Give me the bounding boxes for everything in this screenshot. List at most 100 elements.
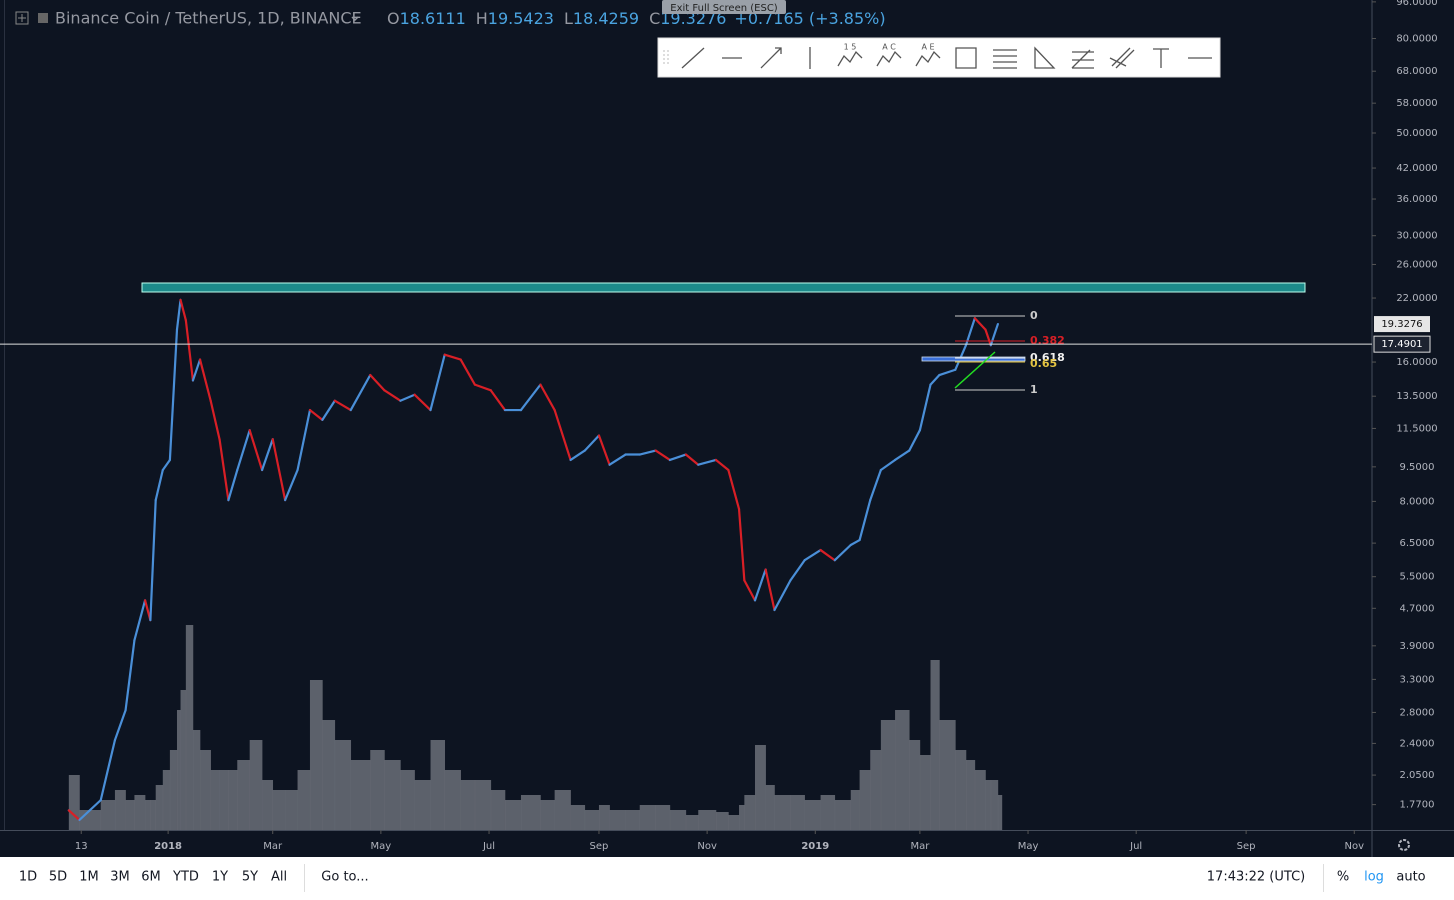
volume-bar (850, 790, 860, 830)
x-tick-label: Sep (590, 841, 609, 852)
volume-bar (169, 750, 178, 830)
crosshair-label: 17.4901 (1381, 339, 1422, 350)
volume-bar (655, 805, 671, 830)
volume-bar (870, 750, 882, 830)
volume-bar (350, 760, 371, 830)
price-segment (714, 458, 730, 472)
price-segment (727, 468, 741, 511)
range-button[interactable]: 1Y (212, 870, 228, 885)
last-price-label: 19.3276 (1381, 319, 1422, 330)
range-button[interactable]: All (271, 870, 287, 885)
ohlc-value: 18.6111 (400, 9, 466, 28)
volume-bar (990, 780, 999, 830)
y-tick-label: 30.0000 (1396, 231, 1437, 242)
layout-icon[interactable] (15, 11, 29, 25)
volume-bar (228, 770, 238, 830)
price-segment (553, 408, 572, 462)
dropdown-arrow[interactable] (351, 16, 359, 22)
ohlc-label: H (476, 9, 488, 28)
y-tick-label: 11.5000 (1396, 423, 1437, 434)
range-button[interactable]: 5Y (242, 870, 258, 885)
price-segment (973, 317, 987, 331)
tooltip[interactable]: Exit Full Screen (ESC) (670, 3, 778, 14)
price-segment (349, 373, 372, 412)
fib-box (921, 356, 1026, 362)
price-segment (519, 383, 542, 412)
range-button[interactable]: 1M (79, 870, 99, 885)
price-segment (753, 568, 767, 602)
price-segment (443, 353, 462, 361)
tool-icon[interactable] (955, 47, 977, 69)
volume-bar (219, 770, 229, 830)
tool-icon[interactable] (681, 47, 705, 69)
price-segment (989, 322, 999, 347)
x-tick-label: Jul (482, 841, 495, 852)
price-segment (413, 393, 432, 412)
volume-bar (490, 790, 506, 830)
volume-bar (584, 810, 600, 830)
y-tick-label: 58.0000 (1396, 98, 1437, 109)
price-segment (583, 434, 601, 452)
price-segment (984, 328, 992, 347)
tool-icon[interactable] (837, 50, 863, 67)
symbol-title[interactable]: Binance Coin / TetherUS, 1D, BINANCE (55, 9, 362, 28)
goto-button[interactable]: Go to... (321, 870, 368, 885)
x-tick-label: 13 (75, 841, 88, 852)
fib-label: 0 (1030, 309, 1038, 322)
range-button[interactable]: 5D (49, 870, 67, 885)
price-segment (99, 738, 117, 802)
price-segment (260, 438, 274, 472)
y-tick-label: 36.0000 (1396, 194, 1437, 205)
price-segment (638, 449, 657, 456)
volume-bar (774, 795, 791, 830)
log-toggle[interactable]: log (1364, 870, 1384, 885)
y-tick-label: 9.5000 (1400, 462, 1435, 473)
symbol-icon (38, 13, 48, 23)
range-button[interactable]: YTD (172, 870, 199, 885)
y-tick-label: 8.0000 (1400, 496, 1435, 507)
fib-label: 0.65 (1030, 357, 1057, 370)
price-segment (369, 373, 386, 392)
range-button[interactable]: 1D (19, 870, 37, 885)
price-segment (849, 538, 861, 547)
fib-label: 0.382 (1030, 334, 1065, 347)
volume-bar (262, 780, 274, 830)
tool-icon[interactable] (1153, 48, 1169, 68)
price-segment (764, 568, 776, 612)
tool-icon[interactable] (1109, 47, 1135, 69)
x-tick-label: May (371, 841, 392, 852)
volume-bar (919, 755, 931, 830)
auto-toggle[interactable]: auto (1396, 870, 1425, 885)
tool-icon[interactable] (915, 50, 941, 67)
price-segment (668, 453, 687, 462)
price-segment (333, 399, 352, 412)
volume-bar (210, 770, 220, 830)
y-tick-label: 68.0000 (1396, 66, 1437, 77)
price-segment (608, 453, 627, 466)
tool-icon[interactable] (876, 50, 902, 67)
volume-bar (728, 815, 740, 830)
range-button[interactable]: 6M (141, 870, 161, 885)
volume-bar (79, 810, 102, 830)
volume-bar (285, 790, 298, 830)
price-segment (879, 458, 897, 472)
settings-gear[interactable] (1398, 839, 1410, 851)
tool-icon[interactable] (993, 49, 1017, 69)
price-segment (184, 319, 195, 382)
range-button[interactable]: 3M (110, 870, 130, 885)
tool-icon[interactable] (1071, 49, 1094, 69)
volume-bar (384, 760, 401, 830)
tool-icon[interactable] (1034, 46, 1056, 69)
percent-toggle[interactable]: % (1337, 870, 1349, 885)
price-segment (161, 458, 171, 472)
y-tick-label: 2.8000 (1400, 707, 1435, 718)
price-segment (737, 507, 746, 582)
tool-icon[interactable] (760, 47, 782, 69)
volume-bar (698, 810, 717, 830)
fib-label: 0.618 (1030, 351, 1065, 364)
y-tick-label: 26.0000 (1396, 259, 1437, 270)
fib-label: 1 (1030, 383, 1038, 396)
price-segment (938, 368, 957, 377)
volume-bar (834, 800, 852, 830)
